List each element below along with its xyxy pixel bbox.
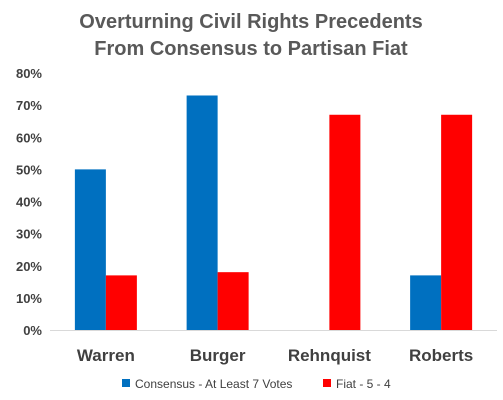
x-category-label: Roberts xyxy=(409,346,473,365)
x-category-label: Burger xyxy=(190,346,246,365)
bar-roberts-series-1 xyxy=(410,275,442,330)
x-axis: Warren Burger Rehnquist Roberts xyxy=(50,330,497,365)
y-axis: 0% 10% 20% 30% 40% 50% 60% 70% 80% xyxy=(16,66,42,338)
y-tick-label: 80% xyxy=(16,66,42,81)
chart-title-line-2: From Consensus to Partisan Fiat xyxy=(94,38,408,60)
bar-warren-series-2 xyxy=(105,275,137,330)
y-tick-label: 30% xyxy=(16,227,42,242)
legend-swatch-series-1 xyxy=(122,379,130,387)
bar-rehnquist-series-2 xyxy=(329,114,361,330)
y-tick-label: 0% xyxy=(23,323,42,338)
bars xyxy=(74,95,473,330)
y-tick-label: 10% xyxy=(16,291,42,306)
x-category-label: Rehnquist xyxy=(288,346,371,365)
y-tick-label: 50% xyxy=(16,162,42,177)
y-tick-label: 20% xyxy=(16,259,42,274)
x-category-label: Warren xyxy=(77,346,135,365)
bar-roberts-series-2 xyxy=(441,114,473,330)
chart-title-line-1: Overturning Civil Rights Precedents xyxy=(79,11,422,33)
y-tick-label: 40% xyxy=(16,195,42,210)
legend: Consensus - At Least 7 Votes Fiat - 5 - 4 xyxy=(122,377,391,391)
legend-swatch-series-2 xyxy=(323,379,331,387)
legend-label-series-1: Consensus - At Least 7 Votes xyxy=(135,377,292,391)
bar-burger-series-1 xyxy=(186,95,218,330)
chart-title: Overturning Civil Rights Precedents From … xyxy=(79,11,422,60)
bar-burger-series-2 xyxy=(217,272,249,330)
legend-label-series-2: Fiat - 5 - 4 xyxy=(336,377,391,391)
y-tick-label: 60% xyxy=(16,130,42,145)
bar-warren-series-1 xyxy=(74,169,106,330)
y-tick-label: 70% xyxy=(16,98,42,113)
